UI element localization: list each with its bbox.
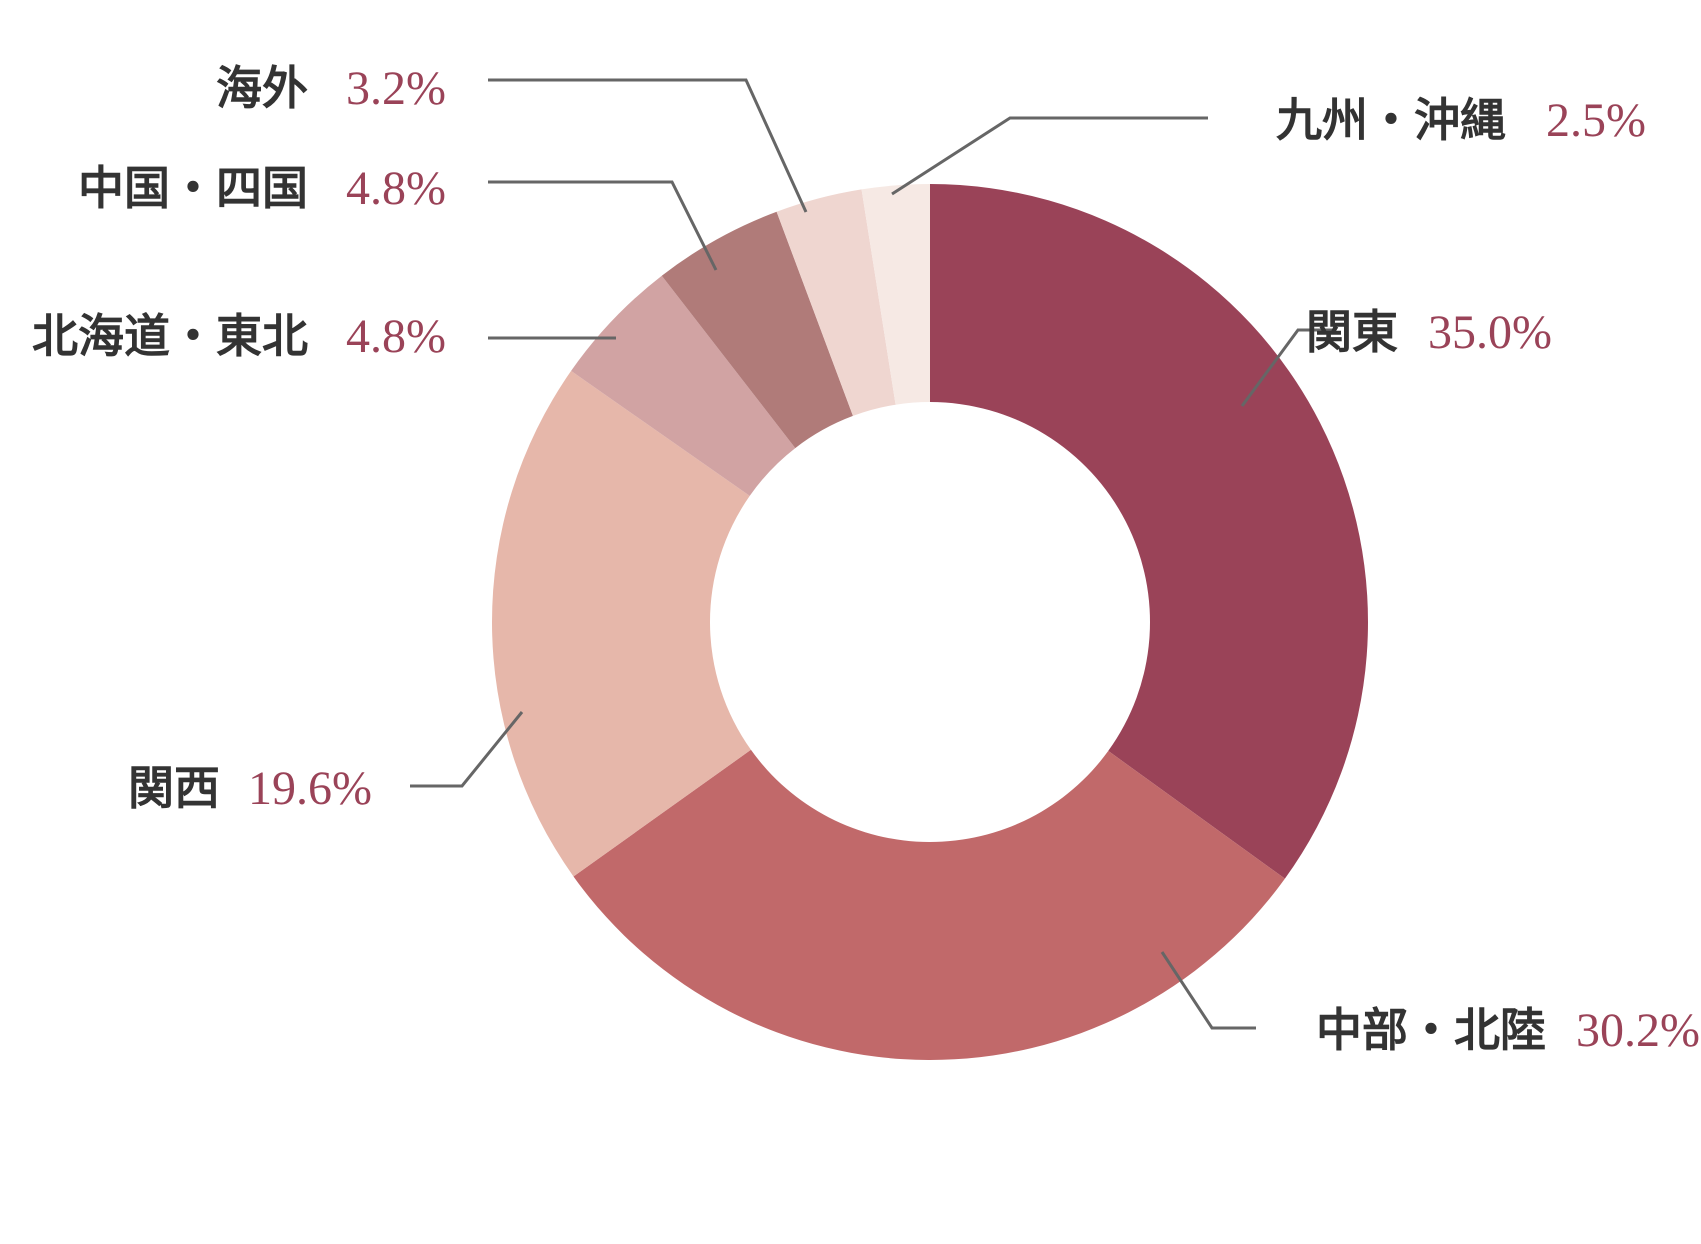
value-label-chubu: 30.2% — [1576, 1004, 1700, 1057]
slice-label-hokkaido: 北海道・東北 4.8% — [32, 309, 446, 363]
slice-label-kyushu: 九州・沖縄 2.5% — [1276, 93, 1646, 147]
category-label-chubu: 中部・北陸 — [1316, 1003, 1546, 1057]
value-label-kansai: 19.6% — [248, 762, 372, 815]
value-label-kanto: 35.0% — [1428, 306, 1552, 359]
leader-line-kansai — [410, 711, 524, 788]
category-label-chugoku: 中国・四国 — [78, 161, 308, 215]
donut-slice-kaigai — [776, 189, 896, 416]
slice-label-kansai: 関西 19.6% — [128, 761, 372, 815]
category-label-kaigai: 海外 — [216, 61, 308, 115]
value-label-chugoku: 4.8% — [346, 162, 446, 215]
leader-line-kanto — [1240, 328, 1336, 407]
donut-slice-chubu — [573, 749, 1285, 1060]
category-label-kanto: 関東 — [1306, 305, 1398, 359]
slice-label-chubu: 中部・北陸 30.2% — [1316, 1003, 1700, 1057]
leader-lines — [410, 78, 1336, 1030]
slice-label-kaigai: 海外 3.2% — [216, 61, 446, 115]
value-label-kyushu: 2.5% — [1546, 94, 1646, 147]
leader-line-kyushu — [891, 116, 1208, 196]
slice-labels: 関東 35.0% 中部・北陸 30.2% 関西 19.6% 北海道・東北 4.8% 中国・四国 4… — [32, 61, 1700, 1057]
donut-slice-chugoku — [661, 211, 853, 449]
value-label-kaigai: 3.2% — [346, 62, 446, 115]
category-label-hokkaido: 北海道・東北 — [32, 309, 308, 363]
slice-label-kanto: 関東 35.0% — [1306, 305, 1552, 359]
value-label-hokkaido: 4.8% — [346, 310, 446, 363]
leader-line-kaigai — [488, 78, 808, 213]
donut-slices — [492, 184, 1368, 1060]
leader-line-chubu — [1160, 951, 1256, 1030]
leader-line-chugoku — [488, 180, 718, 271]
slice-label-chugoku: 中国・四国 4.8% — [78, 161, 446, 215]
donut-slice-kanto — [930, 184, 1368, 879]
category-label-kansai: 関西 — [128, 761, 220, 815]
donut-slice-kyushu — [861, 184, 930, 405]
donut-slice-hokkaido — [571, 275, 796, 496]
category-label-kyushu: 九州・沖縄 — [1276, 93, 1506, 147]
donut-slice-kansai — [492, 370, 751, 877]
